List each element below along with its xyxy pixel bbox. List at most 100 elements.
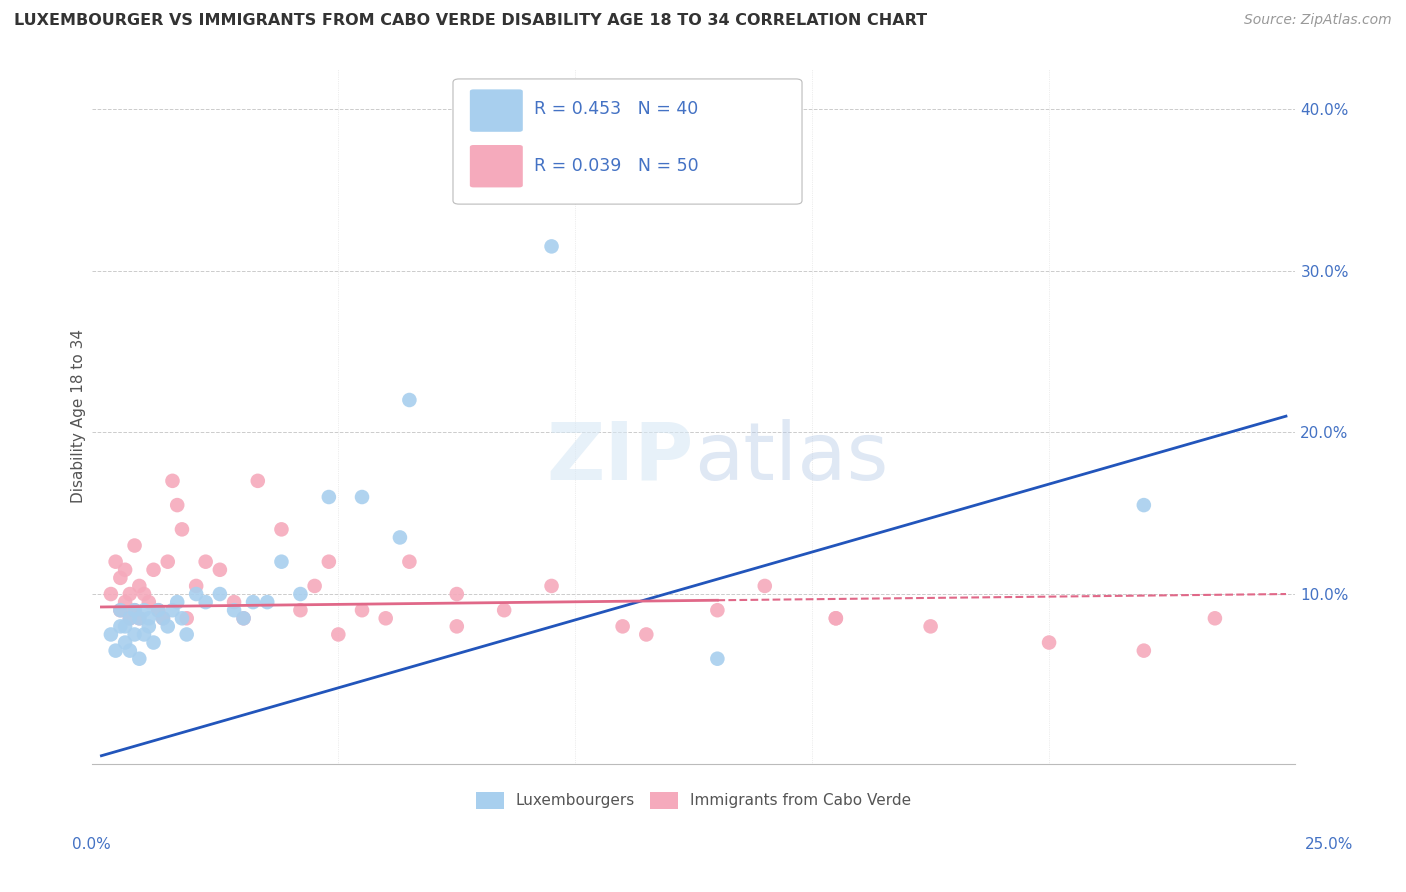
Point	[138, 611, 160, 625]
Point	[170, 611, 193, 625]
Point	[824, 611, 846, 625]
Point	[156, 555, 179, 569]
Point	[540, 579, 562, 593]
Point	[222, 603, 245, 617]
Point	[128, 611, 150, 625]
Point	[114, 635, 136, 649]
Text: 25.0%: 25.0%	[1305, 837, 1353, 852]
Point	[350, 490, 373, 504]
Point	[318, 555, 340, 569]
Point	[1133, 643, 1156, 657]
Point	[170, 522, 193, 536]
Point	[104, 643, 127, 657]
Point	[446, 619, 468, 633]
Point	[118, 611, 141, 625]
Point	[132, 587, 155, 601]
Point	[612, 619, 634, 633]
Point	[142, 635, 165, 649]
Point	[256, 595, 278, 609]
Point	[124, 627, 146, 641]
Point	[166, 498, 188, 512]
Legend: Luxembourgers, Immigrants from Cabo Verde: Luxembourgers, Immigrants from Cabo Verd…	[470, 786, 917, 815]
Point	[124, 539, 146, 553]
Point	[162, 603, 184, 617]
Point	[494, 603, 516, 617]
Point	[104, 555, 127, 569]
Point	[328, 627, 350, 641]
Point	[1204, 611, 1226, 625]
Point	[176, 627, 198, 641]
Point	[242, 595, 264, 609]
Point	[148, 603, 170, 617]
Point	[152, 611, 174, 625]
Point	[148, 603, 170, 617]
Point	[142, 563, 165, 577]
Point	[388, 531, 411, 545]
Point	[100, 587, 122, 601]
Point	[138, 595, 160, 609]
Point	[270, 555, 292, 569]
Point	[706, 603, 728, 617]
Point	[114, 619, 136, 633]
Text: Source: ZipAtlas.com: Source: ZipAtlas.com	[1244, 13, 1392, 28]
Point	[824, 611, 846, 625]
Point	[246, 474, 269, 488]
Point	[186, 587, 208, 601]
Point	[446, 587, 468, 601]
Point	[100, 627, 122, 641]
Point	[1038, 635, 1060, 649]
Text: LUXEMBOURGER VS IMMIGRANTS FROM CABO VERDE DISABILITY AGE 18 TO 34 CORRELATION C: LUXEMBOURGER VS IMMIGRANTS FROM CABO VER…	[14, 13, 927, 29]
Point	[398, 555, 420, 569]
Y-axis label: Disability Age 18 to 34: Disability Age 18 to 34	[72, 329, 86, 503]
Point	[162, 474, 184, 488]
FancyBboxPatch shape	[470, 145, 523, 187]
Point	[186, 579, 208, 593]
Point	[754, 579, 776, 593]
Point	[128, 611, 150, 625]
Point	[166, 595, 188, 609]
Point	[138, 619, 160, 633]
Point	[118, 611, 141, 625]
FancyBboxPatch shape	[453, 79, 801, 204]
FancyBboxPatch shape	[470, 89, 523, 132]
Point	[132, 627, 155, 641]
Point	[398, 392, 420, 407]
Point	[270, 522, 292, 536]
Point	[124, 603, 146, 617]
Point	[128, 651, 150, 665]
Point	[114, 595, 136, 609]
Point	[318, 490, 340, 504]
Point	[110, 571, 132, 585]
Point	[540, 239, 562, 253]
Point	[232, 611, 254, 625]
Point	[222, 595, 245, 609]
Text: 0.0%: 0.0%	[72, 837, 111, 852]
Point	[304, 579, 326, 593]
Text: R = 0.039   N = 50: R = 0.039 N = 50	[534, 157, 699, 175]
Point	[290, 587, 312, 601]
Point	[128, 579, 150, 593]
Point	[232, 611, 254, 625]
Text: ZIP: ZIP	[547, 419, 693, 497]
Point	[920, 619, 942, 633]
Point	[374, 611, 396, 625]
Point	[124, 603, 146, 617]
Point	[636, 627, 658, 641]
Point	[110, 603, 132, 617]
Point	[194, 595, 217, 609]
Point	[290, 603, 312, 617]
Point	[118, 587, 141, 601]
Point	[706, 651, 728, 665]
Point	[194, 555, 217, 569]
Point	[1133, 498, 1156, 512]
Point	[118, 643, 141, 657]
Point	[176, 611, 198, 625]
Point	[208, 587, 231, 601]
Point	[350, 603, 373, 617]
Point	[156, 619, 179, 633]
Point	[114, 563, 136, 577]
Text: R = 0.453   N = 40: R = 0.453 N = 40	[534, 100, 697, 118]
Point	[132, 603, 155, 617]
Point	[208, 563, 231, 577]
Text: atlas: atlas	[693, 419, 889, 497]
